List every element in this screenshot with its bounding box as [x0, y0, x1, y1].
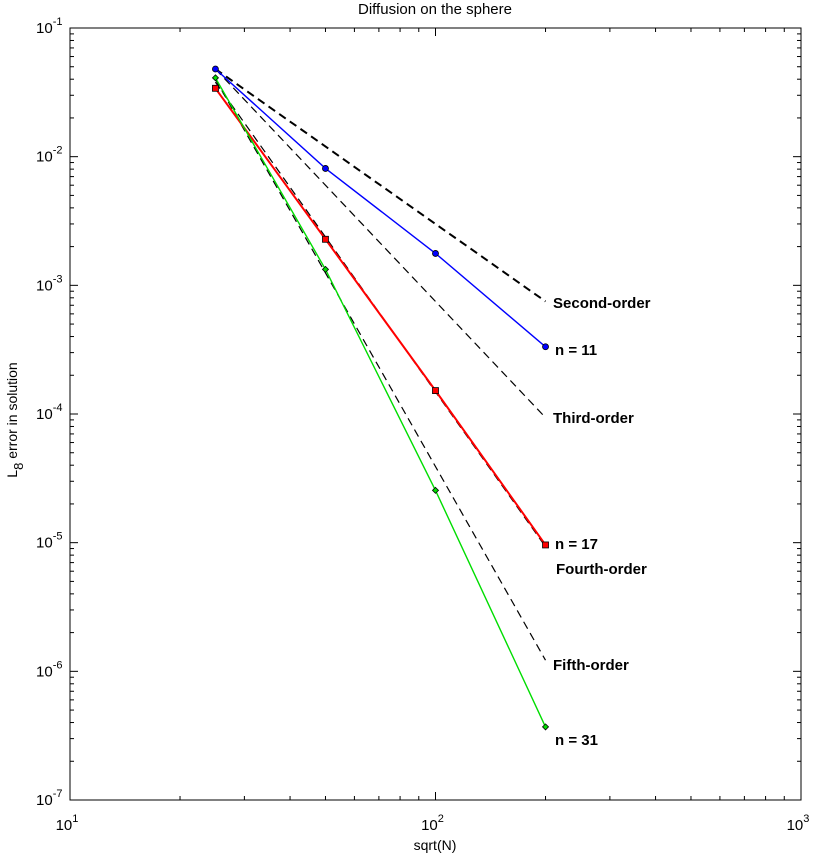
- y-axis-label-subscript: 8: [11, 463, 26, 470]
- x-axis-label: sqrt(N): [414, 837, 457, 853]
- series-lines: [211, 65, 550, 731]
- series-2-point: [322, 235, 329, 243]
- annotation-label: n = 17: [555, 536, 598, 553]
- plot-area: [69, 27, 802, 801]
- y-tick-label: 10-7: [36, 788, 62, 809]
- x-axis: 101 102 103: [56, 28, 810, 834]
- y-axis-label-main: L: [4, 470, 20, 478]
- series-3-point: [211, 74, 220, 82]
- y-axis-label: L8 error in solution: [4, 362, 26, 477]
- annotation-label: Fifth-order: [553, 657, 629, 674]
- x-tick-label: 103: [787, 813, 810, 834]
- series-3-point: [431, 486, 440, 494]
- y-tick-label: 10-2: [36, 145, 62, 166]
- series-3-point: [321, 265, 330, 273]
- x-tick-label: 101: [56, 813, 79, 834]
- series-2-point: [542, 541, 549, 549]
- series-3-point: [541, 723, 550, 731]
- annotation-label: Second-order: [553, 295, 651, 312]
- x-tick-label: 102: [421, 813, 444, 834]
- y-tick-label: 10-5: [36, 531, 62, 552]
- annotation-label: n = 31: [555, 732, 598, 749]
- y-tick-label: 10-1: [36, 16, 62, 37]
- annotations: Second-order n = 11 Third-order n = 17 Fourt…: [553, 295, 651, 749]
- annotation-label: n = 11: [555, 342, 597, 359]
- chart-title: Diffusion on the sphere: [358, 1, 512, 18]
- y-tick-label: 10-6: [36, 659, 62, 680]
- series-line-3: [214, 77, 547, 728]
- series-1-point: [212, 65, 219, 73]
- series-line-2: [214, 87, 547, 546]
- series-line-1: [214, 68, 546, 348]
- series-2-point: [212, 84, 219, 92]
- series-2-point: [432, 387, 439, 395]
- reference-line-1: [214, 68, 547, 303]
- series-1-point: [432, 250, 439, 257]
- y-axis: 10-1 10-2 10-3 10-4 10-5 10-6 10-7: [36, 16, 801, 809]
- y-tick-label: 10-4: [36, 402, 62, 423]
- reference-line-2: [214, 68, 546, 419]
- reference-line-4: [214, 78, 547, 661]
- y-axis-label-rest: error in solution: [4, 362, 20, 462]
- annotation-label: Third-order: [553, 410, 634, 427]
- annotation-label: Fourth-order: [556, 561, 647, 578]
- series-1-point: [542, 343, 549, 351]
- series-1-point: [322, 165, 329, 172]
- y-tick-label: 10-3: [36, 273, 62, 294]
